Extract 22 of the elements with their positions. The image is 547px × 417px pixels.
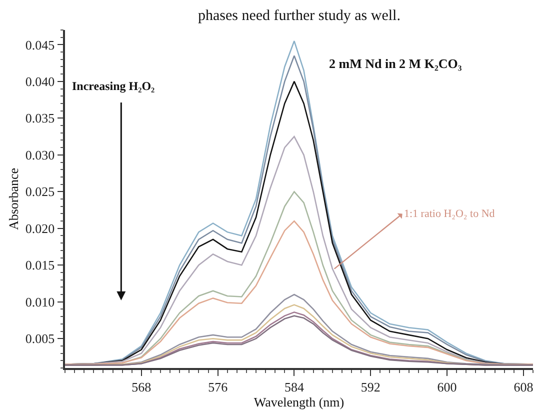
- annotation: Increasing H₂O₂: [72, 79, 156, 93]
- annotation: 2 mM Nd in 2 M K₂CO₃: [329, 56, 462, 71]
- y-tick-label: 0.030: [25, 147, 55, 162]
- x-tick-label: 576: [208, 379, 228, 394]
- y-axis-title: Absorbance: [6, 168, 21, 230]
- y-tick-label: 0.005: [25, 331, 55, 346]
- line-series: [65, 220, 533, 365]
- x-axis-title: Wavelength (nm): [254, 394, 344, 410]
- text: phases need further study as well.: [198, 8, 400, 24]
- x-tick-label: 584: [284, 379, 304, 394]
- y-tick-label: 0.045: [25, 37, 55, 52]
- y-tick-label: 0.015: [25, 258, 55, 273]
- x-tick-label: 592: [360, 379, 380, 394]
- y-tick-label: 0.025: [25, 184, 55, 200]
- x-tick-label: 608: [514, 379, 534, 394]
- y-tick-label: 0.035: [25, 110, 55, 126]
- y-tick-label: 0.040: [25, 74, 55, 89]
- y-tick-label: 0.010: [25, 294, 55, 310]
- x-tick-label: 600: [437, 379, 457, 394]
- y-tick-label: 0.020: [25, 220, 55, 236]
- annotation: 1:1 ratio H₂O₂ to Nd: [404, 208, 496, 220]
- x-tick-label: 568: [132, 379, 152, 394]
